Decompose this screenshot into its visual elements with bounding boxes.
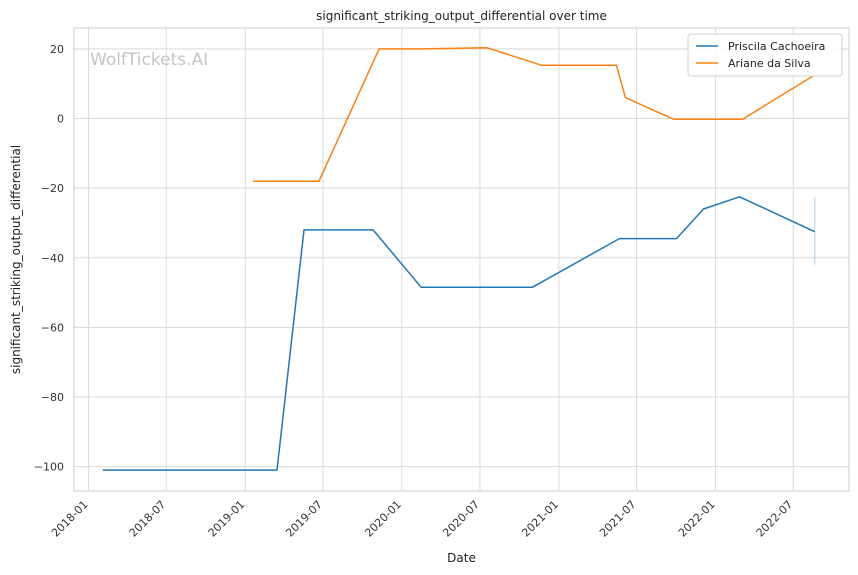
series-layer <box>102 47 816 471</box>
y-tick-label: 0 <box>57 113 64 126</box>
y-tick-label: −100 <box>34 461 64 474</box>
series-line-priscila-cachoeira <box>102 196 816 471</box>
x-tick-label: 2021-07 <box>597 498 639 540</box>
legend: Priscila Cachoeira Ariane da Silva <box>687 33 843 77</box>
legend-label-priscila-cachoeira: Priscila Cachoeira <box>728 40 825 53</box>
y-tick-label: −80 <box>41 391 64 404</box>
x-tick-label: 2018-07 <box>127 498 169 540</box>
y-tick-label: −60 <box>41 321 64 334</box>
x-tick-label: 2022-07 <box>754 498 796 540</box>
y-tick-label: 20 <box>50 43 64 56</box>
y-tick-label: −40 <box>41 252 64 265</box>
x-tick-label: 2022-01 <box>676 498 718 540</box>
legend-box <box>687 33 843 77</box>
x-tick-label: 2021-01 <box>519 498 561 540</box>
chart-title: significant_striking_output_differential… <box>316 9 607 23</box>
grid <box>74 28 849 491</box>
y-tick-label: −20 <box>41 182 64 195</box>
x-tick-label: 2018-01 <box>49 498 91 540</box>
x-tick-label: 2020-07 <box>440 498 482 540</box>
series-line-ariane-da-silva <box>252 47 816 182</box>
plot-area <box>73 27 850 492</box>
legend-label-ariane-da-silva: Ariane da Silva <box>728 57 811 70</box>
x-tick-label: 2019-01 <box>206 498 248 540</box>
y-axis-title: significant_striking_output_differential <box>9 145 23 374</box>
x-axis-ticks: 2018-01 2018-07 2019-01 2019-07 2020-01 2020-… <box>49 498 795 540</box>
y-axis-ticks: 20 0 −20 −40 −60 −80 −100 <box>34 43 64 474</box>
x-tick-label: 2020-01 <box>362 498 404 540</box>
watermark: WolfTickets.AI <box>90 50 208 70</box>
x-tick-label: 2019-07 <box>283 498 325 540</box>
x-axis-title: Date <box>447 551 476 565</box>
